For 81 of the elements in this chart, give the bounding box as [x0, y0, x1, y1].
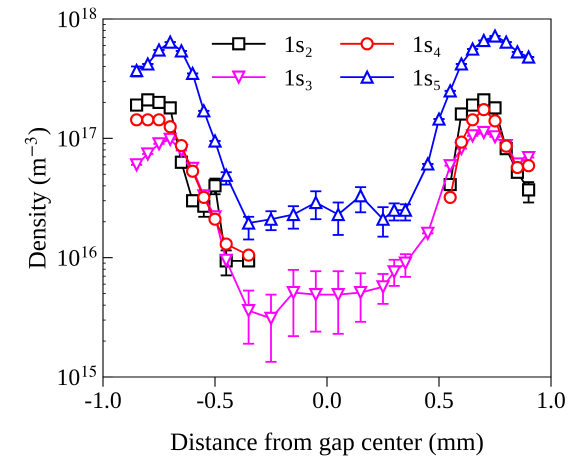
point	[174, 138, 188, 152]
legend-label: 1s₃	[286, 70, 312, 90]
point	[164, 132, 177, 146]
point	[454, 135, 468, 149]
x-tick-label: 1.0	[538, 392, 565, 408]
point	[421, 226, 434, 240]
point	[444, 84, 457, 98]
point	[186, 66, 200, 80]
point	[354, 189, 368, 202]
point	[141, 113, 154, 126]
point	[432, 112, 446, 126]
x-tick-label: -0.5	[197, 392, 233, 408]
point	[242, 216, 256, 230]
point	[186, 164, 200, 178]
point	[130, 113, 144, 126]
y-tick-label: 10$^{17}$	[58, 126, 96, 147]
point	[264, 212, 278, 226]
point	[488, 29, 502, 43]
point	[522, 159, 536, 172]
point	[477, 103, 490, 116]
point	[208, 212, 222, 226]
x-tick-label: 0.0	[313, 392, 341, 408]
point	[477, 34, 490, 48]
point	[488, 114, 502, 128]
point	[332, 288, 345, 302]
point	[454, 57, 468, 71]
y-tick-label: 10$^{18}$	[58, 8, 96, 28]
point	[164, 120, 177, 134]
point	[286, 286, 300, 300]
point	[309, 288, 322, 302]
point	[152, 43, 166, 57]
point	[376, 280, 390, 294]
point	[522, 50, 536, 64]
point	[208, 134, 222, 148]
x-tick-label: -1.0	[85, 392, 121, 408]
point	[164, 36, 177, 49]
point	[130, 158, 144, 172]
legend-label: 1s₂	[286, 36, 312, 57]
y-tick-label: 10$^{16}$	[58, 246, 97, 266]
point	[152, 137, 166, 150]
point	[141, 93, 154, 106]
point	[242, 304, 256, 318]
point	[208, 179, 222, 192]
point	[388, 265, 401, 278]
point	[264, 312, 278, 325]
point	[197, 104, 210, 118]
y-tick-label: 10$^{15}$	[58, 365, 96, 386]
point	[152, 96, 166, 110]
x-tick-label: 0.5	[425, 392, 453, 408]
point	[152, 113, 166, 126]
x-axis-title: Distance from gap center (mm)	[170, 432, 483, 456]
point	[454, 107, 468, 121]
point	[220, 237, 233, 251]
point	[510, 45, 524, 59]
point	[466, 42, 480, 56]
point	[186, 194, 200, 208]
legend-label: 1s₄	[414, 36, 440, 57]
point	[309, 196, 322, 210]
point	[164, 101, 177, 114]
point	[174, 156, 188, 169]
point	[376, 212, 390, 226]
y-axis-title: Density (m$^{−3}$)	[24, 128, 51, 269]
point	[141, 147, 154, 161]
point	[220, 168, 233, 182]
point	[444, 159, 457, 172]
point	[500, 36, 513, 49]
legend-label: 1s₅	[414, 70, 440, 90]
point	[130, 98, 144, 112]
point	[421, 157, 434, 171]
point	[488, 130, 502, 144]
point	[522, 183, 536, 196]
point	[510, 160, 524, 174]
point	[488, 101, 502, 114]
point	[242, 248, 256, 262]
point	[174, 44, 188, 58]
point	[286, 208, 300, 222]
point	[466, 113, 480, 126]
point	[332, 208, 345, 222]
point	[354, 286, 368, 300]
point	[444, 190, 457, 204]
point	[398, 256, 412, 270]
